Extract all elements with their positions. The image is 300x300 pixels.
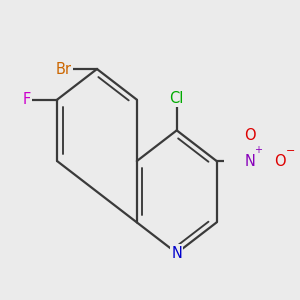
- Text: N: N: [171, 246, 182, 261]
- Text: Br: Br: [56, 61, 72, 76]
- Text: F: F: [22, 92, 31, 107]
- Text: −: −: [286, 146, 295, 156]
- Text: Cl: Cl: [169, 91, 184, 106]
- Text: O: O: [244, 128, 256, 143]
- Text: +: +: [254, 145, 262, 155]
- Text: O: O: [274, 154, 286, 169]
- Text: N: N: [244, 154, 255, 169]
